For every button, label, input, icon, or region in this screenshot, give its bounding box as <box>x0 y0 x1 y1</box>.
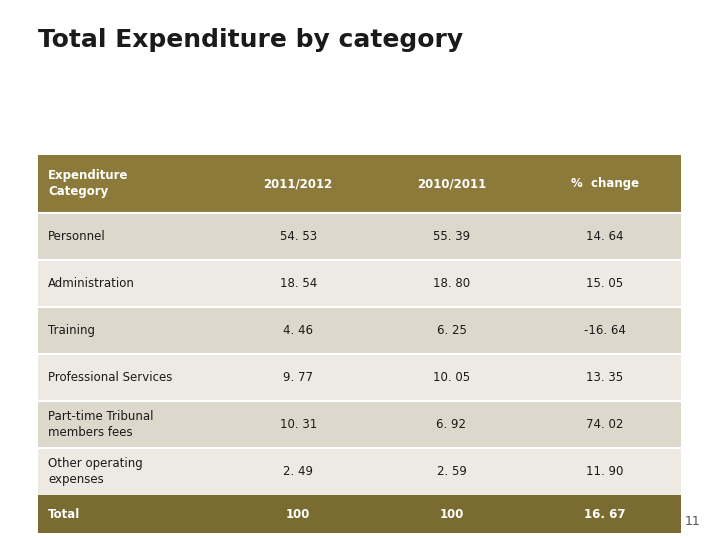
Bar <box>528 448 681 495</box>
Bar <box>222 155 375 213</box>
Bar <box>38 354 222 401</box>
Bar <box>222 260 375 307</box>
Bar <box>222 495 375 533</box>
Text: 4. 46: 4. 46 <box>283 324 313 337</box>
Bar <box>38 155 222 213</box>
Bar <box>375 354 528 401</box>
Text: 14. 64: 14. 64 <box>586 230 624 243</box>
Text: 16. 67: 16. 67 <box>584 508 626 521</box>
Bar <box>528 495 681 533</box>
Bar <box>375 260 528 307</box>
Bar <box>528 307 681 354</box>
Text: Part-time Tribunal
members fees: Part-time Tribunal members fees <box>48 410 153 439</box>
Text: 74. 02: 74. 02 <box>586 418 624 431</box>
Text: 2010/2011: 2010/2011 <box>417 178 486 191</box>
Text: 10. 31: 10. 31 <box>279 418 317 431</box>
Text: 55. 39: 55. 39 <box>433 230 470 243</box>
Text: 54. 53: 54. 53 <box>279 230 317 243</box>
Bar <box>222 401 375 448</box>
Text: Total: Total <box>48 508 80 521</box>
Bar <box>38 495 222 533</box>
Text: 11: 11 <box>684 515 700 528</box>
Text: 100: 100 <box>439 508 464 521</box>
Bar <box>528 401 681 448</box>
Bar <box>375 495 528 533</box>
Bar <box>38 307 222 354</box>
Text: 2. 49: 2. 49 <box>283 465 313 478</box>
Text: 6. 92: 6. 92 <box>436 418 467 431</box>
Text: 18. 80: 18. 80 <box>433 277 470 290</box>
Bar <box>375 448 528 495</box>
Text: 13. 35: 13. 35 <box>586 371 624 384</box>
Bar <box>528 155 681 213</box>
Bar <box>222 354 375 401</box>
Bar <box>528 354 681 401</box>
Text: Training: Training <box>48 324 95 337</box>
Text: 6. 25: 6. 25 <box>436 324 467 337</box>
Bar <box>38 260 222 307</box>
Bar <box>375 213 528 260</box>
Text: Total Expenditure by category: Total Expenditure by category <box>38 28 463 52</box>
Bar <box>222 307 375 354</box>
Text: Professional Services: Professional Services <box>48 371 172 384</box>
Bar <box>528 213 681 260</box>
Bar <box>222 213 375 260</box>
Text: %  change: % change <box>571 178 639 191</box>
Text: 15. 05: 15. 05 <box>586 277 624 290</box>
Bar <box>528 260 681 307</box>
Text: 2011/2012: 2011/2012 <box>264 178 333 191</box>
Bar <box>375 307 528 354</box>
Text: Other operating
expenses: Other operating expenses <box>48 457 143 486</box>
Bar <box>222 448 375 495</box>
Text: Personnel: Personnel <box>48 230 106 243</box>
Text: Expenditure
Category: Expenditure Category <box>48 170 128 199</box>
Text: 2. 59: 2. 59 <box>436 465 467 478</box>
Bar <box>375 401 528 448</box>
Text: 18. 54: 18. 54 <box>279 277 317 290</box>
Text: 11. 90: 11. 90 <box>586 465 624 478</box>
Text: Administration: Administration <box>48 277 135 290</box>
Text: 10. 05: 10. 05 <box>433 371 470 384</box>
Text: 100: 100 <box>286 508 310 521</box>
Bar <box>375 155 528 213</box>
Text: -16. 64: -16. 64 <box>584 324 626 337</box>
Text: 9. 77: 9. 77 <box>283 371 313 384</box>
Bar <box>38 213 222 260</box>
Bar <box>38 401 222 448</box>
Bar <box>38 448 222 495</box>
